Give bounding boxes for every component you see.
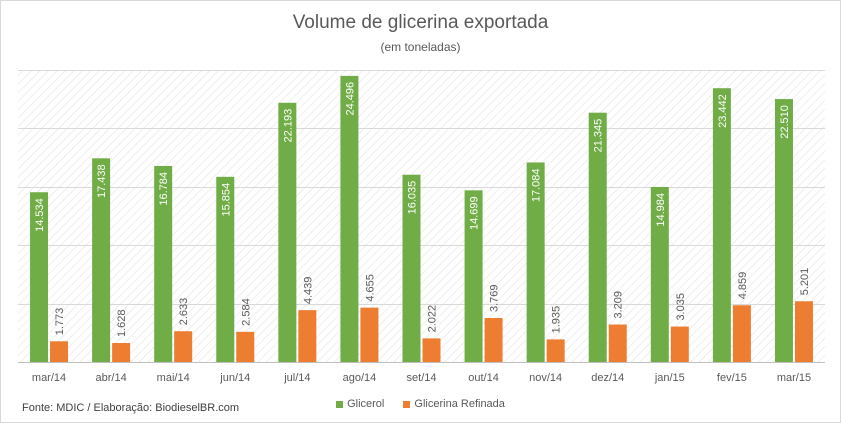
x-tick-label: fev/15	[717, 372, 747, 384]
data-label-refinada: 2.022	[427, 305, 439, 333]
bar-glicerina-refinada	[732, 305, 751, 362]
bar-glicerol	[402, 174, 421, 362]
data-label-glicerol: 21.345	[593, 119, 605, 153]
bar-glicerina-refinada	[112, 342, 131, 362]
data-label-glicerol: 16.784	[158, 172, 170, 206]
legend-item-refinada: Glicerina Refinada	[403, 398, 505, 410]
data-label-refinada: 2.633	[178, 298, 190, 326]
bar-glicerol	[340, 75, 359, 362]
data-label-glicerol: 16.035	[407, 181, 419, 215]
bar-glicerol	[464, 190, 483, 362]
chart-subtitle: (em toneladas)	[380, 40, 461, 54]
bar-glicerina-refinada	[670, 326, 689, 362]
data-label-refinada: 4.655	[364, 274, 376, 302]
data-label-refinada: 1.628	[116, 309, 128, 337]
bar-glicerol	[92, 158, 111, 362]
gridlines	[18, 70, 825, 305]
bar-glicerina-refinada	[794, 301, 813, 362]
x-tick-label: out/14	[468, 372, 499, 384]
data-label-refinada: 5.201	[799, 268, 811, 296]
bar-glicerol	[30, 192, 49, 362]
data-label-glicerol: 14.699	[469, 196, 481, 230]
bar-glicerol	[526, 162, 545, 362]
x-tick-label: jul/14	[283, 372, 310, 384]
data-label-glicerol: 23.442	[717, 94, 729, 128]
x-tick-label: jun/14	[219, 372, 250, 384]
data-label-refinada: 4.439	[302, 277, 314, 305]
legend-swatch-glicerol	[336, 400, 344, 408]
legend-label-glicerol: Glicerol	[347, 398, 385, 410]
data-label-refinada: 2.584	[240, 298, 252, 326]
data-label-glicerol: 24.496	[344, 82, 356, 116]
legend: Glicerol Glicerina Refinada	[0, 398, 841, 411]
x-tick-label: mar/14	[32, 372, 66, 384]
data-label-glicerol: 14.534	[34, 198, 46, 232]
bar-glicerol	[650, 186, 669, 362]
bar-glicerol	[216, 176, 235, 362]
bar-glicerina-refinada	[50, 341, 69, 362]
data-label-refinada: 4.859	[737, 272, 749, 300]
data-label-refinada: 1.935	[551, 306, 563, 334]
source-note: Fonte: MDIC / Elaboração: BiodieselBR.co…	[22, 402, 240, 414]
plot-area-background	[18, 70, 825, 362]
chart-title: Volume de glicerina exportada	[292, 12, 549, 33]
legend-label-refinada: Glicerina Refinada	[414, 398, 505, 410]
bar-glicerol	[154, 165, 173, 362]
x-tick-label: set/14	[407, 372, 437, 384]
x-tick-label: dez/14	[591, 372, 624, 384]
x-tick-label: nov/14	[529, 372, 562, 384]
bar-glicerina-refinada	[608, 324, 627, 362]
data-label-refinada: 1.773	[54, 308, 66, 336]
x-tick-label: mai/14	[157, 372, 190, 384]
bar-glicerina-refinada	[546, 339, 565, 362]
bar-glicerina-refinada	[422, 338, 441, 362]
legend-swatch-refinada	[403, 400, 411, 408]
data-label-glicerol: 17.084	[531, 168, 543, 202]
x-tick-label: jan/15	[654, 372, 685, 384]
bars	[30, 75, 813, 363]
data-labels: 14.534 1.773 17.438 1.628 16.784 2.633 15.854 2…	[34, 82, 811, 337]
data-label-refinada: 3.209	[613, 291, 625, 319]
legend-item-glicerol: Glicerol	[336, 398, 384, 410]
x-axis-ticks: mar/14 abr/14 mai/14 jun/14 jul/14 ago/14 set/…	[32, 372, 811, 384]
bar-glicerina-refinada	[360, 307, 379, 362]
data-label-glicerol: 22.193	[282, 109, 294, 143]
x-tick-label: mar/15	[777, 372, 811, 384]
bar-glicerol	[712, 88, 731, 362]
x-tick-label: ago/14	[343, 372, 377, 384]
bar-glicerina-refinada	[484, 317, 503, 362]
data-label-glicerol: 15.854	[220, 183, 232, 217]
data-label-refinada: 3.769	[489, 284, 501, 312]
data-label-glicerol: 14.984	[655, 193, 667, 227]
bar-glicerol	[278, 102, 297, 362]
bar-glicerina-refinada	[174, 331, 193, 362]
data-label-glicerol: 17.438	[96, 164, 108, 198]
bar-glicerina-refinada	[236, 331, 255, 362]
bar-glicerol	[588, 112, 607, 362]
bar-glicerina-refinada	[298, 310, 317, 362]
data-label-glicerol: 22.510	[779, 105, 791, 139]
data-label-refinada: 3.035	[675, 293, 687, 321]
bar-glicerol	[774, 99, 793, 363]
x-tick-label: abr/14	[96, 372, 127, 384]
